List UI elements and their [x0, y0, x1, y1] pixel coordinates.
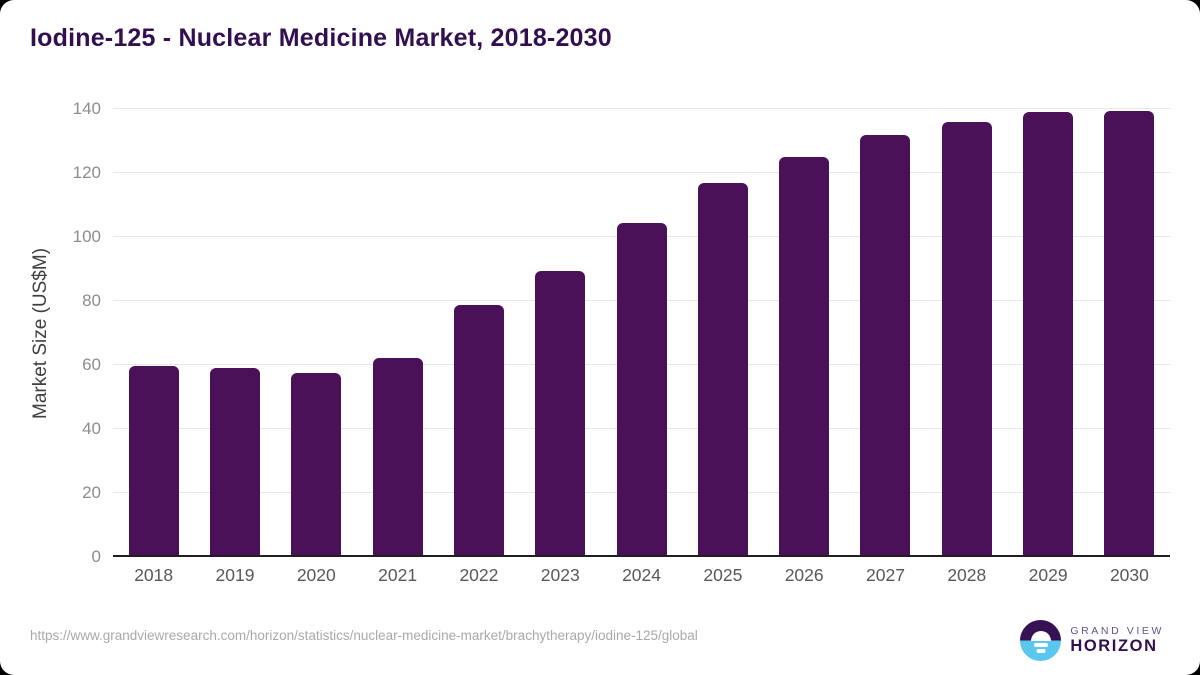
logo-text-horizon: HORIZON: [1070, 637, 1158, 656]
bar-2023: [535, 270, 586, 557]
bar-2027: [860, 134, 911, 557]
x-tick-label-2029: 2029: [1028, 565, 1068, 585]
bar-column-2019: [194, 109, 275, 557]
bar-2025: [697, 182, 748, 557]
bar-column-2029: [1007, 109, 1088, 557]
x-tick-label-2020: 2020: [296, 565, 336, 585]
y-tick-label: 60: [82, 355, 101, 374]
bar-2028: [941, 122, 992, 557]
x-tick-label-2027: 2027: [866, 565, 905, 585]
x-tick-label-2018: 2018: [134, 565, 174, 585]
bar-column-2026: [764, 109, 845, 557]
x-axis-labels: 2018 2019 2020 2021 2022 2023 2024 2025 2026 2027…: [113, 565, 1170, 586]
bar-column-2022: [438, 109, 519, 557]
x-tick-label-2021: 2021: [378, 565, 418, 585]
grand-view-horizon-logo: GRAND VIEW HORIZON: [1020, 620, 1164, 661]
logo-text: GRAND VIEW HORIZON: [1070, 625, 1164, 656]
bar-column-2028: [926, 109, 1007, 557]
x-tick-label-2026: 2026: [784, 565, 824, 585]
bar-2026: [779, 157, 830, 557]
sun-dome-shape: [1030, 630, 1051, 641]
bar-2021: [372, 357, 423, 557]
y-tick-label: 0: [91, 547, 101, 566]
bar-2018: [128, 365, 179, 557]
x-axis-line: [113, 555, 1170, 557]
x-tick-label-2025: 2025: [703, 565, 743, 585]
bar-column-2027: [845, 109, 926, 557]
x-tick-label-2023: 2023: [540, 565, 580, 585]
sun-reflection-line: [1033, 643, 1048, 647]
y-tick-label: 20: [82, 483, 101, 502]
plot-area: 0 20 40 60 80 100 120 140: [73, 99, 1170, 566]
bar-column-2021: [357, 109, 438, 557]
bar-2020: [291, 373, 342, 557]
horizon-sun-icon: [1020, 620, 1062, 661]
x-tick-label-2030: 2030: [1109, 565, 1149, 585]
bar-2029: [1023, 112, 1074, 557]
bar-2022: [453, 305, 504, 557]
x-tick-label-2019: 2019: [215, 565, 255, 585]
bar-column-2024: [601, 109, 682, 557]
y-tick-label: 40: [82, 419, 101, 438]
gridline: [113, 108, 1170, 109]
x-tick-label-2028: 2028: [947, 565, 987, 585]
bar-column-2020: [276, 109, 357, 557]
bar-2024: [616, 222, 667, 557]
x-tick-label-2024: 2024: [622, 565, 661, 585]
bar-column-2018: [113, 109, 194, 557]
y-tick-label: 100: [72, 227, 101, 246]
gridline: [113, 172, 1170, 173]
page-title: Iodine-125 - Nuclear Medicine Market, 20…: [30, 24, 612, 52]
logo-text-grand-view: GRAND VIEW: [1070, 624, 1164, 637]
y-tick-label: 80: [82, 291, 101, 310]
bar-column-2025: [682, 109, 763, 557]
y-tick-label: 140: [72, 99, 101, 118]
bar-column-2023: [520, 109, 601, 557]
bars-container: [113, 109, 1170, 557]
sun-reflection-line: [1036, 649, 1046, 653]
source-url: https://www.grandviewresearch.com/horizo…: [30, 628, 698, 643]
y-tick-label: 120: [72, 163, 101, 182]
x-tick-label-2022: 2022: [459, 565, 499, 585]
bar-2030: [1104, 110, 1155, 557]
bar-column-2030: [1089, 109, 1170, 557]
bar-2019: [209, 367, 260, 557]
